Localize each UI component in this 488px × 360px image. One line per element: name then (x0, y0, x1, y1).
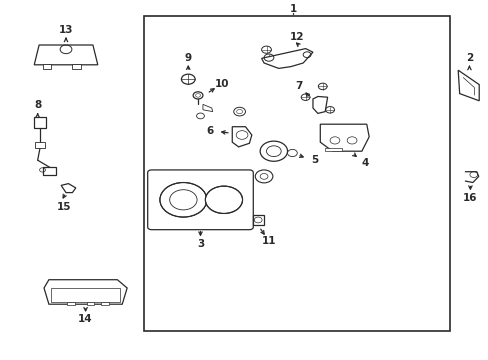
Bar (67, 302, 75, 305)
Bar (42, 64, 51, 69)
Polygon shape (320, 124, 368, 151)
Polygon shape (34, 45, 98, 65)
Text: 13: 13 (59, 25, 73, 35)
Bar (144, 16, 449, 331)
Text: 8: 8 (34, 100, 41, 111)
Text: 6: 6 (205, 126, 213, 136)
Polygon shape (61, 184, 76, 193)
Polygon shape (261, 49, 312, 68)
Text: 15: 15 (56, 202, 71, 212)
Bar (252, 215, 263, 225)
Text: 11: 11 (261, 236, 276, 246)
Polygon shape (44, 280, 127, 304)
Circle shape (205, 186, 242, 213)
Text: 4: 4 (361, 158, 368, 168)
Text: 10: 10 (215, 78, 229, 89)
Polygon shape (325, 148, 342, 151)
Bar (42, 167, 56, 175)
Text: 14: 14 (78, 314, 93, 324)
Bar (72, 64, 81, 69)
Polygon shape (203, 104, 212, 112)
Bar (35, 142, 45, 148)
Bar (86, 302, 94, 305)
Text: 12: 12 (289, 32, 304, 42)
Text: 7: 7 (295, 81, 303, 91)
Text: 1: 1 (289, 4, 296, 14)
Bar (34, 117, 46, 128)
Polygon shape (51, 288, 120, 302)
FancyBboxPatch shape (147, 170, 253, 230)
Text: 5: 5 (310, 155, 318, 165)
Text: 9: 9 (184, 53, 191, 63)
Polygon shape (457, 70, 478, 101)
Text: 16: 16 (462, 193, 477, 203)
Bar (101, 302, 109, 305)
Text: 3: 3 (197, 239, 203, 249)
Polygon shape (232, 127, 251, 147)
Circle shape (160, 183, 206, 217)
Text: 2: 2 (465, 53, 472, 63)
Polygon shape (312, 96, 327, 113)
